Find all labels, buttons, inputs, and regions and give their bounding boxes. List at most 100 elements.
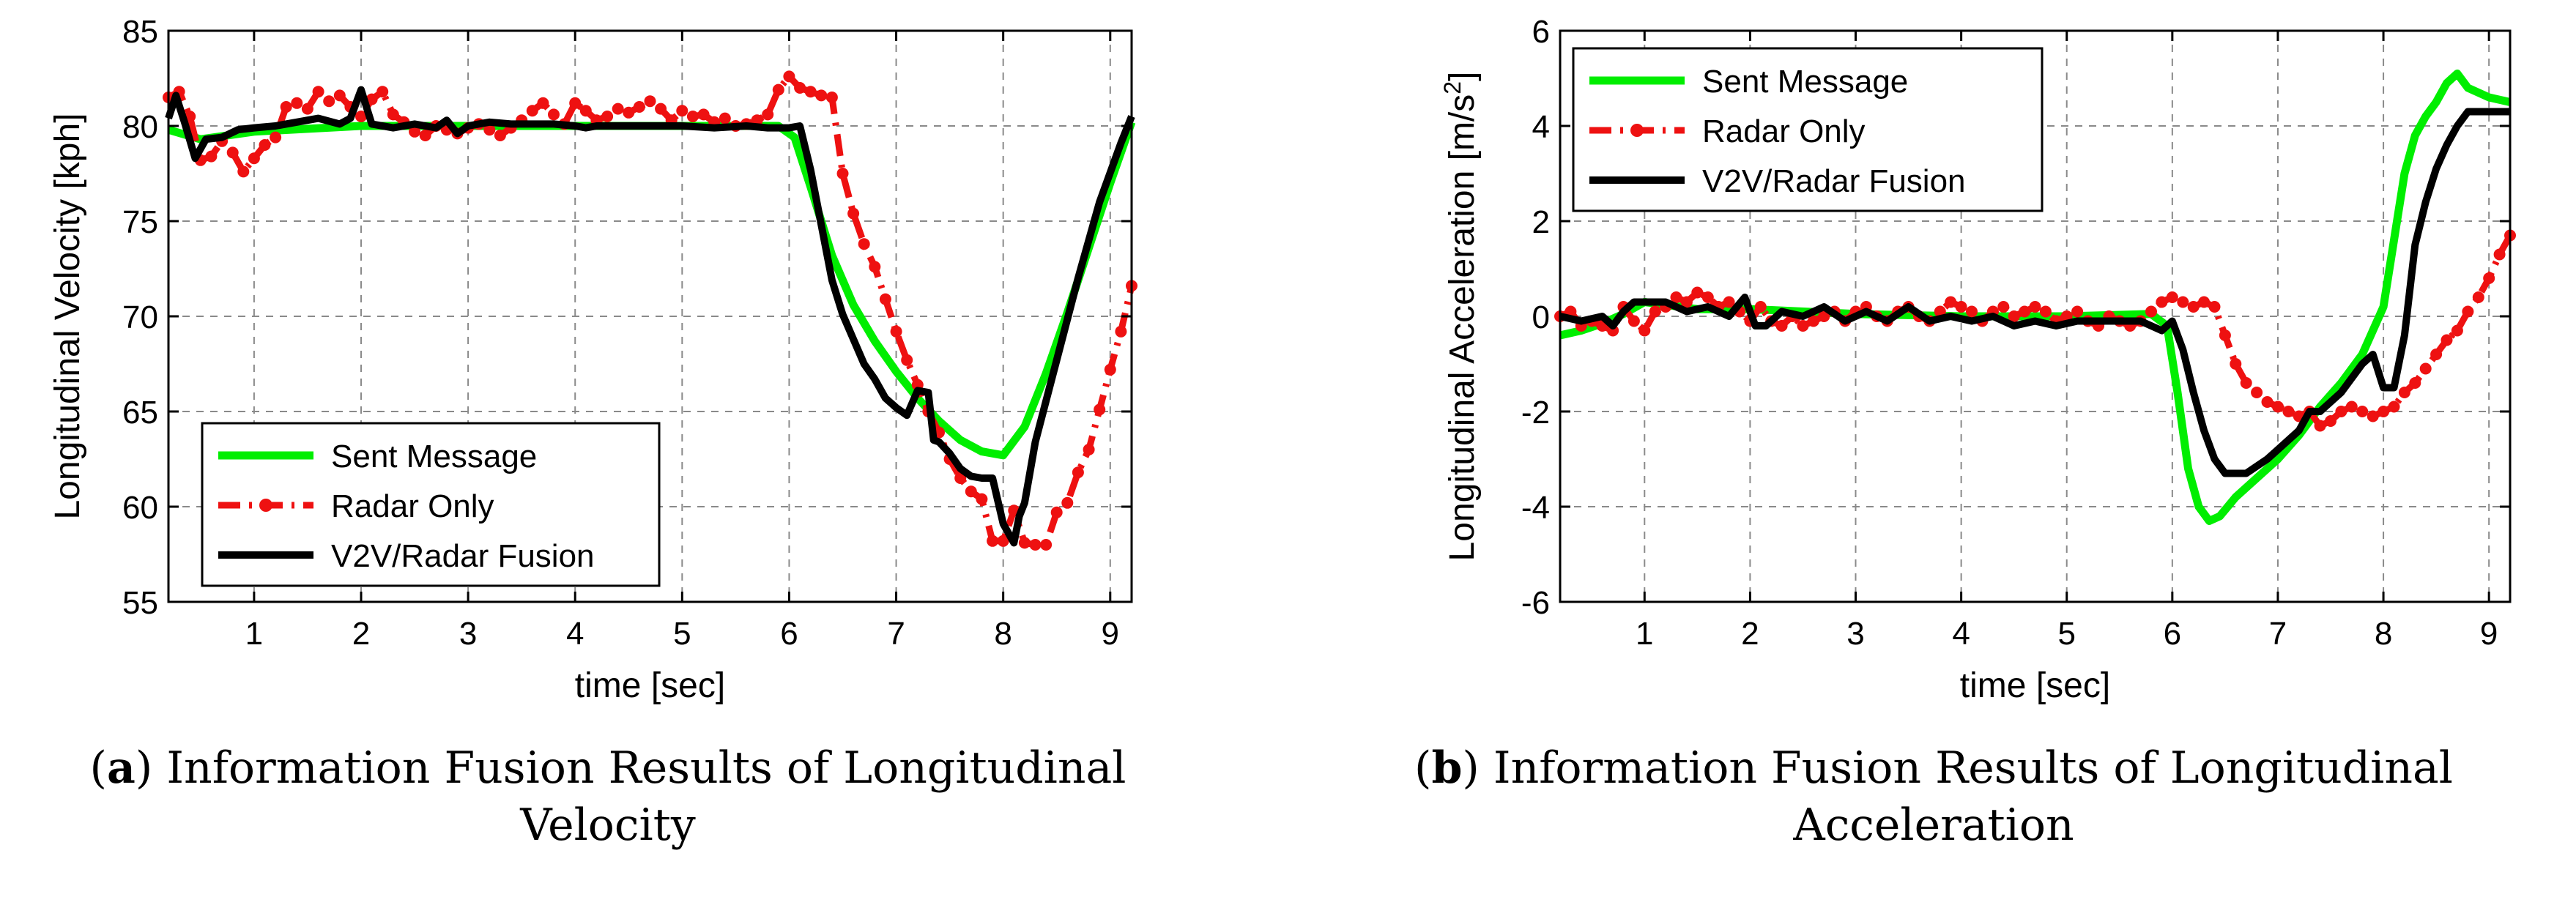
legend-marker-radar-only	[1630, 124, 1644, 137]
x-tick-label: 2	[352, 616, 370, 652]
data-point-radar-only	[954, 472, 967, 484]
x-tick-label: 8	[2375, 616, 2392, 652]
data-point-radar-only	[965, 485, 977, 498]
data-point-radar-only	[1701, 291, 1714, 303]
data-point-radar-only	[301, 103, 313, 115]
data-point-radar-only	[2230, 358, 2242, 370]
data-point-radar-only	[1094, 403, 1106, 416]
data-point-radar-only	[494, 130, 506, 141]
y-tick-label: 65	[122, 395, 158, 431]
data-point-radar-only	[794, 82, 806, 94]
data-point-radar-only	[2029, 301, 2041, 313]
y-axis-label-end: ]	[1443, 72, 1482, 81]
data-point-radar-only	[2335, 406, 2347, 417]
data-point-radar-only	[2272, 401, 2284, 413]
x-tick-label: 2	[1741, 616, 1759, 652]
y-tick-label: 6	[1532, 14, 1550, 50]
x-tick-label: 4	[1952, 616, 1970, 652]
data-point-radar-only	[879, 293, 891, 305]
data-point-radar-only	[226, 146, 239, 159]
data-point-radar-only	[2282, 406, 2295, 417]
x-tick-label: 3	[1846, 616, 1864, 652]
data-point-radar-only	[1775, 320, 1788, 332]
data-point-radar-only	[2462, 305, 2474, 318]
data-point-radar-only	[815, 89, 828, 102]
data-point-radar-only	[2430, 349, 2443, 360]
x-axis-label: time [sec]	[575, 666, 725, 705]
legend-label: Sent Message	[331, 439, 537, 474]
x-tick-label: 9	[2480, 616, 2498, 652]
data-point-radar-only	[836, 168, 849, 179]
data-point-radar-only	[2166, 291, 2178, 303]
data-point-radar-only	[676, 105, 688, 117]
data-point-radar-only	[623, 106, 635, 119]
data-point-radar-only	[409, 125, 421, 138]
data-point-radar-only	[2378, 406, 2390, 417]
data-point-radar-only	[1945, 296, 1957, 308]
caption-b-text: Information Fusion Results of Longitudin…	[1493, 742, 2453, 851]
data-point-radar-only	[1040, 539, 1053, 551]
data-point-radar-only	[419, 130, 431, 141]
y-tick-label: 0	[1532, 299, 1550, 335]
y-tick-label: -6	[1521, 585, 1550, 621]
data-point-radar-only	[2008, 310, 2020, 322]
x-tick-label: 8	[994, 616, 1012, 652]
x-tick-label: 7	[887, 616, 905, 652]
caption-b: (b) Information Fusion Results of Longit…	[1414, 742, 2453, 851]
data-point-radar-only	[997, 535, 1009, 547]
data-point-radar-only	[1061, 496, 1074, 509]
series-line-fusion	[1559, 108, 2510, 477]
data-point-radar-only	[783, 70, 795, 83]
data-point-radar-only	[901, 354, 913, 366]
data-point-radar-only	[2472, 291, 2484, 303]
data-point-radar-only	[2483, 272, 2495, 284]
data-point-radar-only	[601, 111, 614, 122]
data-point-radar-only	[323, 95, 335, 108]
data-point-radar-only	[2071, 305, 2084, 318]
y-axis-label: Longitudinal Acceleration [m/s2]	[1439, 72, 1482, 562]
series-line-fusion	[165, 86, 1135, 547]
velocity-chart-panel: 1 2 3 4 5 6 7 8 9 55 60 65 70 75 80 85 time [sec] Longitu…	[48, 14, 1137, 705]
data-point-radar-only	[2367, 410, 2379, 422]
x-tick-label: 7	[2269, 616, 2287, 652]
y-tick-label: -4	[1521, 490, 1550, 526]
data-point-radar-only	[248, 152, 260, 165]
data-point-radar-only	[2451, 324, 2463, 337]
data-point-radar-only	[548, 108, 560, 121]
data-point-radar-only	[772, 83, 784, 96]
data-point-radar-only	[762, 108, 774, 121]
data-point-radar-only	[1072, 466, 1084, 479]
y-tick-label: 75	[122, 204, 158, 240]
data-point-radar-only	[1691, 286, 1704, 299]
data-point-radar-only	[1723, 296, 1735, 308]
data-point-radar-only	[1649, 305, 1661, 318]
data-point-radar-only	[1670, 291, 1682, 303]
data-point-radar-only	[2145, 305, 2157, 318]
legend-label: V2V/Radar Fusion	[1702, 163, 1966, 199]
data-point-radar-only	[858, 238, 870, 250]
data-point-radar-only	[2388, 401, 2400, 413]
x-tick-label: 1	[245, 616, 263, 652]
data-point-radar-only	[2325, 415, 2336, 427]
data-point-radar-only	[2345, 401, 2358, 413]
data-point-radar-only	[237, 165, 250, 178]
data-point-radar-only	[2177, 296, 2189, 308]
x-axis-label: time [sec]	[1960, 666, 2110, 705]
data-point-radar-only	[2440, 334, 2453, 346]
data-point-radar-only	[376, 86, 389, 98]
data-point-radar-only	[1997, 301, 2010, 313]
data-point-radar-only	[579, 105, 592, 117]
data-point-radar-only	[697, 108, 710, 121]
data-point-radar-only	[1018, 537, 1031, 549]
y-tick-label: 80	[122, 109, 158, 145]
data-point-radar-only	[2409, 377, 2421, 389]
x-tick-label: 1	[1636, 616, 1653, 652]
data-point-radar-only	[976, 493, 988, 505]
caption-a-letter: a	[106, 742, 136, 794]
data-point-radar-only	[2156, 296, 2168, 308]
data-point-radar-only	[987, 535, 999, 547]
data-point-radar-only	[2314, 420, 2326, 432]
data-point-radar-only	[1807, 315, 1819, 327]
data-point-radar-only	[270, 131, 282, 144]
